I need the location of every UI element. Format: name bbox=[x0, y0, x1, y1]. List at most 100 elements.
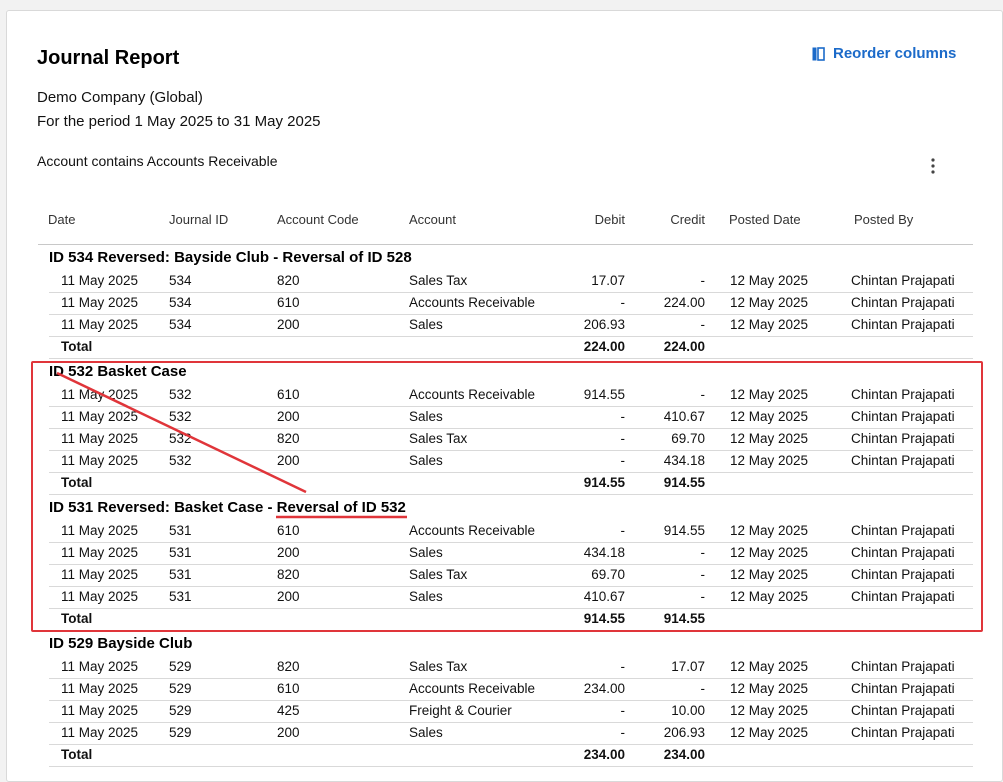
col-header-account-code[interactable]: Account Code bbox=[277, 212, 359, 227]
report-period: For the period 1 May 2025 to 31 May 2025 bbox=[37, 113, 321, 130]
posted-by-cell: Chintan Prajapati bbox=[851, 409, 955, 424]
posted-by-cell: Chintan Prajapati bbox=[851, 545, 955, 560]
col-header-credit[interactable]: Credit bbox=[670, 212, 705, 227]
credit-cell: - bbox=[700, 387, 706, 402]
posted-date-cell: 12 May 2025 bbox=[730, 453, 809, 468]
debit-cell: - bbox=[620, 523, 626, 538]
account-cell: Accounts Receivable bbox=[409, 387, 536, 402]
posted-date-cell: 12 May 2025 bbox=[730, 523, 809, 538]
col-header-journal-id[interactable]: Journal ID bbox=[169, 212, 229, 227]
credit-cell: 17.07 bbox=[671, 659, 705, 674]
credit-cell: 434.18 bbox=[663, 453, 705, 468]
posted-date-cell: 12 May 2025 bbox=[730, 409, 809, 424]
credit-cell: 206.93 bbox=[663, 725, 705, 740]
total-debit: 234.00 bbox=[583, 747, 625, 762]
posted-date-cell: 12 May 2025 bbox=[730, 681, 809, 696]
date-cell: 11 May 2025 bbox=[61, 681, 139, 696]
date-cell: 11 May 2025 bbox=[61, 523, 139, 538]
debit-cell: 206.93 bbox=[583, 317, 625, 332]
account-cell: Sales Tax bbox=[409, 659, 468, 674]
total-label: Total bbox=[61, 339, 93, 354]
more-options-button[interactable] bbox=[926, 157, 940, 180]
date-cell: 11 May 2025 bbox=[61, 659, 139, 674]
credit-cell: 410.67 bbox=[663, 409, 705, 424]
table-row[interactable]: 11 May 2025 534 200 Sales 206.93 - 12 May 2025… bbox=[49, 314, 973, 337]
posted-date-cell: 12 May 2025 bbox=[730, 589, 809, 604]
posted-date-cell: 12 May 2025 bbox=[730, 387, 809, 402]
posted-by-cell: Chintan Prajapati bbox=[851, 589, 955, 604]
account-code-cell: 200 bbox=[277, 317, 300, 332]
table-row[interactable]: 11 May 2025 529 200 Sales - 206.93 12 May 2025… bbox=[49, 722, 973, 745]
posted-date-cell: 12 May 2025 bbox=[730, 725, 809, 740]
table-row[interactable]: 11 May 2025 529 425 Freight & Courier - 10.00… bbox=[49, 700, 973, 723]
posted-date-cell: 12 May 2025 bbox=[730, 431, 809, 446]
table-row[interactable]: 11 May 2025 531 820 Sales Tax 69.70 - 12 May 2… bbox=[49, 564, 973, 587]
posted-by-cell: Chintan Prajapati bbox=[851, 431, 955, 446]
header-divider bbox=[38, 244, 973, 245]
col-header-date[interactable]: Date bbox=[48, 212, 76, 227]
table-row[interactable]: 11 May 2025 531 200 Sales 410.67 - 12 May 2025… bbox=[49, 586, 973, 609]
journal-group-title[interactable]: ID 531 Reversed: Basket Case - Reversal … bbox=[49, 499, 406, 516]
journal-group-title[interactable]: ID 534 Reversed: Bayside Club - Reversal… bbox=[49, 249, 412, 266]
posted-date-cell: 12 May 2025 bbox=[730, 703, 809, 718]
table-row[interactable]: 11 May 2025 534 820 Sales Tax 17.07 - 12 May 2… bbox=[49, 270, 973, 293]
total-credit: 914.55 bbox=[663, 611, 705, 626]
table-row[interactable]: 11 May 2025 531 200 Sales 434.18 - 12 May 2025… bbox=[49, 542, 973, 565]
journal-id-cell: 534 bbox=[169, 317, 192, 332]
debit-cell: - bbox=[620, 453, 626, 468]
credit-cell: - bbox=[700, 567, 706, 582]
table-row[interactable]: 11 May 2025 534 610 Accounts Receivable - 224… bbox=[49, 292, 973, 315]
posted-date-cell: 12 May 2025 bbox=[730, 567, 809, 582]
debit-cell: - bbox=[620, 295, 626, 310]
posted-by-cell: Chintan Prajapati bbox=[851, 703, 955, 718]
col-header-posted-date[interactable]: Posted Date bbox=[729, 212, 801, 227]
posted-by-cell: Chintan Prajapati bbox=[851, 453, 955, 468]
date-cell: 11 May 2025 bbox=[61, 703, 139, 718]
col-header-posted-by[interactable]: Posted By bbox=[854, 212, 914, 227]
credit-cell: 224.00 bbox=[663, 295, 705, 310]
report-title: Journal Report bbox=[37, 47, 180, 69]
posted-date-cell: 12 May 2025 bbox=[730, 273, 809, 288]
journal-id-cell: 529 bbox=[169, 681, 192, 696]
journal-id-cell: 534 bbox=[169, 273, 192, 288]
account-cell: Sales bbox=[409, 725, 443, 740]
account-code-cell: 610 bbox=[277, 295, 300, 310]
account-code-cell: 820 bbox=[277, 567, 300, 582]
account-cell: Sales bbox=[409, 317, 443, 332]
posted-by-cell: Chintan Prajapati bbox=[851, 387, 955, 402]
date-cell: 11 May 2025 bbox=[61, 567, 139, 582]
journal-group-title[interactable]: ID 529 Bayside Club bbox=[49, 635, 193, 652]
debit-cell: 17.07 bbox=[591, 273, 625, 288]
account-cell: Sales Tax bbox=[409, 273, 468, 288]
posted-date-cell: 12 May 2025 bbox=[730, 295, 809, 310]
credit-cell: - bbox=[700, 545, 706, 560]
credit-cell: 69.70 bbox=[671, 431, 705, 446]
posted-by-cell: Chintan Prajapati bbox=[851, 317, 955, 332]
debit-cell: 234.00 bbox=[583, 681, 625, 696]
table-row[interactable]: 11 May 2025 529 820 Sales Tax - 17.07 12 May 2… bbox=[49, 656, 973, 679]
journal-id-cell: 534 bbox=[169, 295, 192, 310]
date-cell: 11 May 2025 bbox=[61, 295, 139, 310]
reorder-columns-label: Reorder columns bbox=[833, 45, 957, 62]
posted-by-cell: Chintan Prajapati bbox=[851, 659, 955, 674]
date-cell: 11 May 2025 bbox=[61, 725, 139, 740]
total-label: Total bbox=[61, 747, 93, 762]
total-debit: 914.55 bbox=[583, 475, 625, 490]
posted-by-cell: Chintan Prajapati bbox=[851, 523, 955, 538]
account-cell: Accounts Receivable bbox=[409, 523, 536, 538]
posted-by-cell: Chintan Prajapati bbox=[851, 273, 955, 288]
filter-summary: Account contains Accounts Receivable bbox=[37, 153, 278, 169]
credit-cell: - bbox=[700, 681, 706, 696]
account-code-cell: 610 bbox=[277, 523, 300, 538]
col-header-account[interactable]: Account bbox=[409, 212, 456, 227]
table-row[interactable]: 11 May 2025 529 610 Accounts Receivable 234.… bbox=[49, 678, 973, 701]
reorder-columns-button[interactable]: Reorder columns bbox=[812, 45, 956, 62]
account-code-cell: 425 bbox=[277, 703, 300, 718]
posted-date-cell: 12 May 2025 bbox=[730, 545, 809, 560]
debit-cell: 69.70 bbox=[591, 567, 625, 582]
account-cell: Sales bbox=[409, 453, 443, 468]
table-row[interactable]: 11 May 2025 531 610 Accounts Receivable - 914… bbox=[49, 520, 973, 543]
total-label: Total bbox=[61, 611, 93, 626]
col-header-debit[interactable]: Debit bbox=[594, 212, 625, 227]
posted-date-cell: 12 May 2025 bbox=[730, 659, 809, 674]
